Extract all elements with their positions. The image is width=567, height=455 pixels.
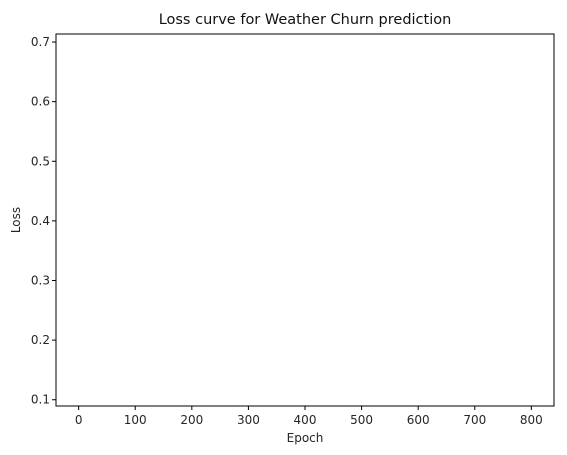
y-tick-label: 0.2 <box>31 333 50 347</box>
x-tick-label: 400 <box>294 413 317 427</box>
y-tick-label: 0.4 <box>31 214 50 228</box>
y-tick-label: 0.6 <box>31 95 50 109</box>
y-axis-label: Loss <box>9 207 23 233</box>
plot-frame <box>55 33 555 407</box>
x-tick-label: 300 <box>237 413 260 427</box>
y-tick-label: 0.1 <box>31 393 50 407</box>
labels-layer: Loss curve for Weather Churn prediction … <box>9 12 451 445</box>
x-tick-label: 700 <box>463 413 486 427</box>
chart-title: Loss curve for Weather Churn prediction <box>159 12 452 28</box>
x-tick-label: 0 <box>75 413 83 427</box>
y-tick-label: 0.3 <box>31 274 50 288</box>
axes-layer: 0 100 200 300 400 500 600 700 800 0.1 0.2 0.3 0.4 0.5… <box>31 33 555 427</box>
y-tick-label: 0.5 <box>31 154 50 168</box>
x-tick-label: 800 <box>520 413 543 427</box>
x-axis-label: Epoch <box>287 431 324 445</box>
x-tick-label: 600 <box>407 413 430 427</box>
x-tick-label: 100 <box>124 413 147 427</box>
x-tick-label: 500 <box>350 413 373 427</box>
x-tick-label: 200 <box>180 413 203 427</box>
y-tick-label: 0.7 <box>31 35 50 49</box>
